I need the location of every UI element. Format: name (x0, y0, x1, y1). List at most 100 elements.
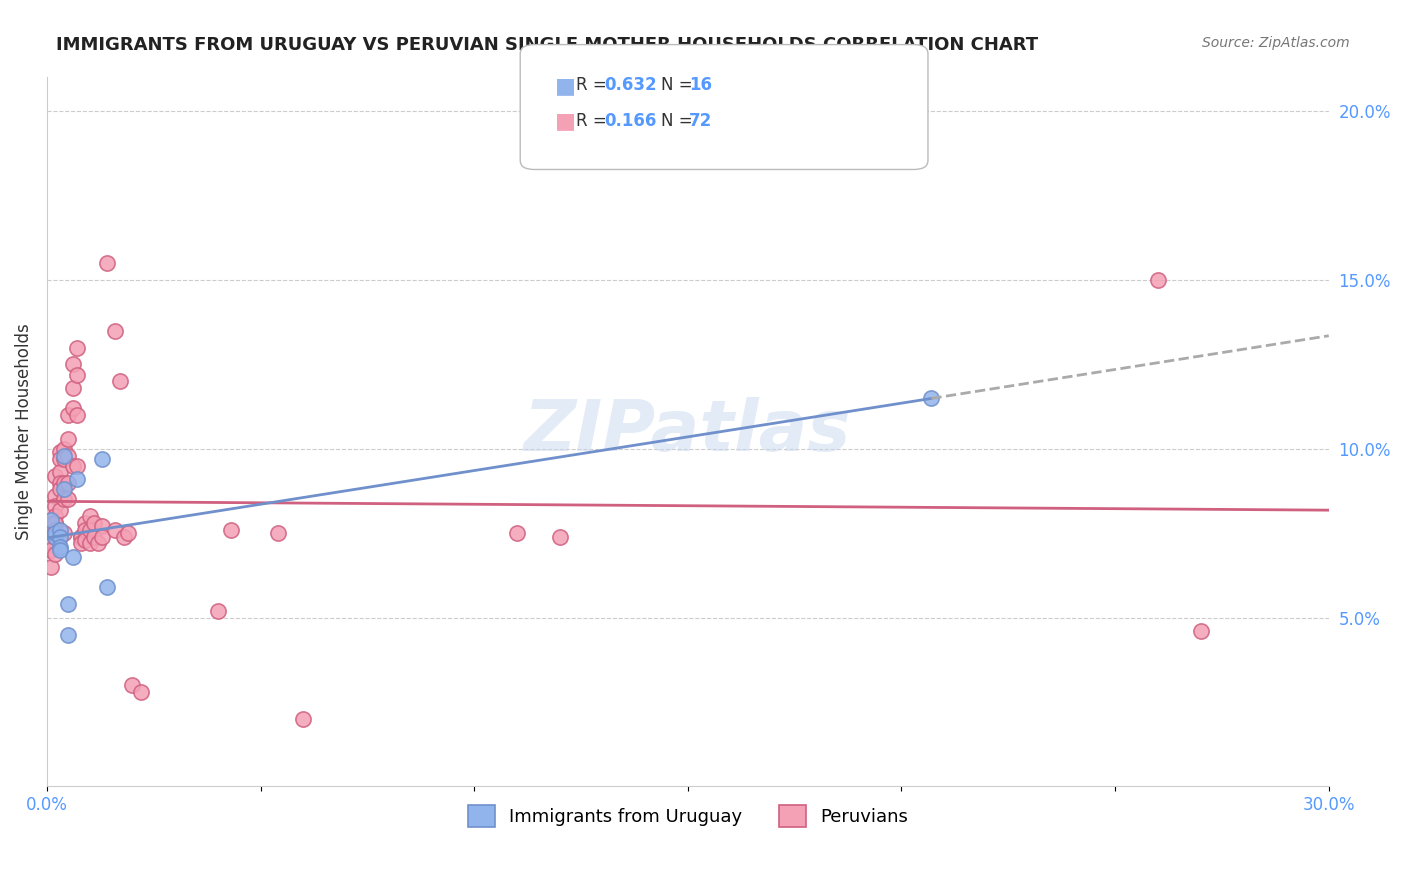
Immigrants from Uruguay (58, 627, 80, 641)
Text: 0.632: 0.632 (605, 76, 657, 94)
Text: N =: N = (661, 76, 697, 94)
Immigrants from Uruguay (58, 597, 80, 611)
Peruvians (39, 540, 62, 554)
Peruvians (104, 523, 127, 537)
Peruvians (58, 492, 80, 507)
Peruvians (39, 530, 62, 544)
Peruvians (108, 374, 131, 388)
Peruvians (87, 536, 110, 550)
Peruvians (112, 530, 135, 544)
Peruvians (75, 523, 97, 537)
Peruvians (48, 475, 70, 490)
Peruvians (62, 358, 84, 372)
Peruvians (48, 452, 70, 467)
Peruvians (53, 452, 76, 467)
Text: Source: ZipAtlas.com: Source: ZipAtlas.com (1202, 36, 1350, 50)
Peruvians (44, 516, 66, 530)
Peruvians (39, 560, 62, 574)
Immigrants from Uruguay (44, 526, 66, 541)
Peruvians (58, 408, 80, 422)
Immigrants from Uruguay (48, 540, 70, 554)
Peruvians (44, 489, 66, 503)
Peruvians (121, 678, 143, 692)
Peruvians (62, 401, 84, 416)
Peruvians (48, 483, 70, 497)
Peruvians (48, 502, 70, 516)
Peruvians (39, 519, 62, 533)
Y-axis label: Single Mother Households: Single Mother Households (15, 324, 32, 541)
Peruvians (44, 547, 66, 561)
Text: 72: 72 (689, 112, 713, 129)
Legend: Immigrants from Uruguay, Peruvians: Immigrants from Uruguay, Peruvians (461, 797, 915, 834)
Peruvians (53, 526, 76, 541)
Peruvians (129, 685, 152, 699)
Immigrants from Uruguay (44, 530, 66, 544)
Peruvians (96, 256, 118, 270)
Peruvians (44, 509, 66, 524)
Immigrants from Uruguay (91, 452, 114, 467)
Peruvians (506, 526, 529, 541)
Peruvians (48, 466, 70, 480)
Immigrants from Uruguay (62, 549, 84, 564)
Peruvians (53, 492, 76, 507)
Immigrants from Uruguay (53, 449, 76, 463)
Text: 16: 16 (689, 76, 711, 94)
Peruvians (48, 445, 70, 459)
Text: ■: ■ (555, 76, 576, 95)
Peruvians (66, 458, 89, 473)
Immigrants from Uruguay (48, 523, 70, 537)
Peruvians (39, 536, 62, 550)
Peruvians (91, 530, 114, 544)
Peruvians (91, 519, 114, 533)
Peruvians (66, 341, 89, 355)
Peruvians (44, 500, 66, 514)
Peruvians (44, 523, 66, 537)
Peruvians (83, 530, 105, 544)
Immigrants from Uruguay (48, 543, 70, 558)
Peruvians (207, 604, 229, 618)
Text: ZIPatlas: ZIPatlas (524, 398, 852, 467)
Immigrants from Uruguay (39, 513, 62, 527)
Peruvians (548, 530, 571, 544)
Peruvians (70, 536, 93, 550)
Peruvians (62, 458, 84, 473)
Peruvians (219, 523, 242, 537)
Peruvians (266, 526, 288, 541)
Peruvians (1147, 273, 1170, 287)
Peruvians (79, 509, 101, 524)
Peruvians (292, 712, 315, 726)
Text: N =: N = (661, 112, 697, 129)
Peruvians (70, 530, 93, 544)
Immigrants from Uruguay (96, 580, 118, 594)
Peruvians (39, 526, 62, 541)
Peruvians (39, 543, 62, 558)
Text: 0.166: 0.166 (605, 112, 657, 129)
Peruvians (70, 530, 93, 544)
Immigrants from Uruguay (66, 472, 89, 486)
Immigrants from Uruguay (48, 530, 70, 544)
Peruvians (58, 432, 80, 446)
Peruvians (53, 442, 76, 456)
Peruvians (75, 533, 97, 547)
Peruvians (58, 449, 80, 463)
Peruvians (44, 468, 66, 483)
Text: R =: R = (576, 112, 613, 129)
Peruvians (62, 381, 84, 395)
Peruvians (53, 475, 76, 490)
Immigrants from Uruguay (920, 391, 942, 405)
Text: R =: R = (576, 76, 613, 94)
Immigrants from Uruguay (53, 483, 76, 497)
Peruvians (39, 533, 62, 547)
Peruvians (39, 523, 62, 537)
Peruvians (58, 475, 80, 490)
Peruvians (79, 523, 101, 537)
Peruvians (44, 530, 66, 544)
Peruvians (117, 526, 139, 541)
Peruvians (104, 324, 127, 338)
Peruvians (1189, 624, 1212, 639)
Peruvians (79, 536, 101, 550)
Peruvians (44, 516, 66, 530)
Peruvians (66, 368, 89, 382)
Text: ■: ■ (555, 112, 576, 131)
Peruvians (75, 516, 97, 530)
